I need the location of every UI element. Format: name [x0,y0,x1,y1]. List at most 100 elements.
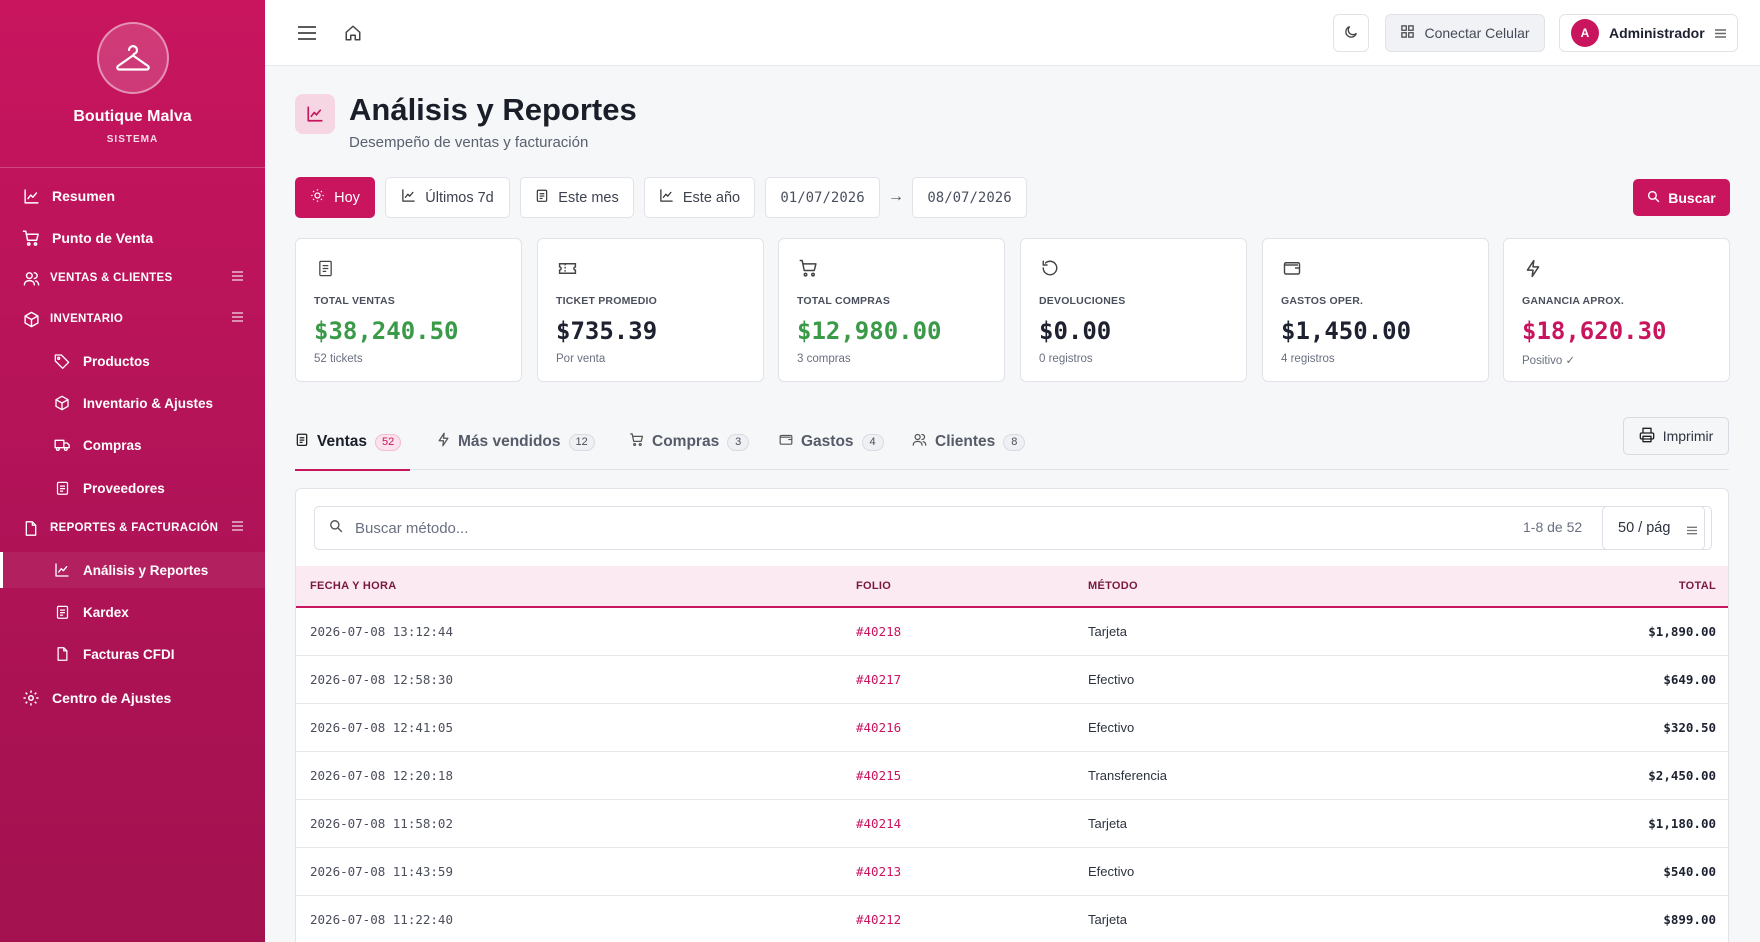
lightning-icon [437,432,450,452]
cell-folio[interactable]: #40214 [856,816,902,831]
sidebar-item-inventario-ajustes[interactable]: Inventario & Ajustes [0,385,265,421]
wallet-icon [779,433,793,451]
tab-label: Compras [652,433,720,450]
qr-grid-icon [1400,24,1415,42]
table-row[interactable]: 2026-07-08 12:41:05 #40216 Efectivo $320… [296,704,1728,752]
clipboard-icon [535,188,549,207]
tab-gastos[interactable]: Gastos 4 [779,414,884,470]
search-button[interactable]: Buscar [1633,179,1730,216]
home-icon[interactable] [342,22,364,44]
cell-metodo: Tarjeta [1088,624,1128,639]
search-icon [1647,190,1660,206]
user-menu-button[interactable]: A Administrador [1559,14,1738,52]
sidebar-section-inventario[interactable]: INVENTARIO [0,301,265,337]
table-row[interactable]: 2026-07-08 11:22:40 #40212 Tarjeta $899.… [296,896,1728,942]
table-row[interactable]: 2026-07-08 13:12:44 #40218 Tarjeta $1,89… [296,608,1728,656]
table-row[interactable]: 2026-07-08 12:58:30 #40217 Efectivo $649… [296,656,1728,704]
gear-icon [22,689,40,707]
sidebar-item-ajustes[interactable]: Centro de Ajustes [0,680,265,716]
sidebar-item-pos[interactable]: Punto de Venta [0,220,265,256]
users-icon [912,432,927,452]
column-header-total[interactable]: TOTAL [1678,580,1716,592]
sidebar-item-facturas[interactable]: Facturas CFDI [0,636,265,672]
cell-total: $2,450.00 [1648,768,1716,783]
cell-folio[interactable]: #40212 [856,912,902,927]
method-search[interactable] [314,506,1705,550]
cell-folio[interactable]: #40216 [856,720,902,735]
hamburger-menu-icon[interactable] [296,22,318,44]
cell-metodo: Tarjeta [1088,912,1128,927]
sidebar-item-label: Kardex [83,604,129,620]
column-header-metodo[interactable]: MÉTODO [1088,580,1138,592]
search-button-label: Buscar [1668,189,1716,206]
cell-total: $1,180.00 [1648,816,1716,831]
chart-line-icon [659,188,674,207]
kpi-note: 52 tickets [314,353,363,365]
cell-fecha: 2026-07-08 12:41:05 [310,720,453,735]
tab-clientes[interactable]: Clientes 8 [912,414,1026,470]
filter-year-button[interactable]: Este año [644,177,755,218]
sidebar-item-analisis[interactable]: Análisis y Reportes [0,552,265,588]
column-header-fecha[interactable]: FECHA Y HORA [310,580,397,592]
cart-icon [22,229,40,247]
date-to-input[interactable]: 08/07/2026 [912,177,1027,218]
moon-icon [1343,24,1359,43]
table-row[interactable]: 2026-07-08 11:43:59 #40213 Efectivo $540… [296,848,1728,896]
brand-subtitle: SISTEMA [106,134,159,145]
menu-icon [232,312,243,325]
filter-month-button[interactable]: Este mes [520,177,634,218]
tag-icon [53,352,71,370]
print-button[interactable]: Imprimir [1623,417,1729,455]
kpi-label: GANANCIA APROX. [1522,295,1624,307]
kpi-value: $0.00 [1039,317,1112,345]
sales-table-panel: 1-8 de 52 50 / pág FECHA Y HORA FOLIO MÉ… [295,488,1729,942]
sidebar-item-label: Resumen [52,188,116,204]
date-from-input[interactable]: 01/07/2026 [765,177,880,218]
wallet-icon [1281,257,1303,279]
sidebar-item-label: Inventario & Ajustes [83,395,214,411]
column-header-folio[interactable]: FOLIO [856,580,892,592]
pagination-range: 1-8 de 52 [1523,519,1583,535]
sidebar: Boutique Malva SISTEMA Resumen Punto de … [0,0,265,942]
sidebar-item-proveedores[interactable]: Proveedores [0,470,265,506]
tab-count-badge: 12 [568,433,595,451]
chart-line-icon [401,188,416,207]
menu-icon [232,271,243,284]
date-range-arrow: → [888,188,904,205]
receipt-icon [314,257,336,279]
cell-folio[interactable]: #40217 [856,672,902,687]
sidebar-section-reportes[interactable]: REPORTES & FACTURACIÓN [0,510,265,546]
dark-mode-button[interactable] [1333,14,1369,52]
per-page-select[interactable]: 50 / pág [1602,506,1712,550]
per-page-value: 50 / pág [1618,520,1671,536]
method-search-input[interactable] [355,519,1455,537]
sidebar-item-compras[interactable]: Compras [0,427,265,463]
filter-today-button[interactable]: Hoy [295,177,375,218]
tab-compras[interactable]: Compras 3 [629,414,750,470]
sidebar-section-ventas-clientes[interactable]: VENTAS & CLIENTES [0,260,265,296]
tab-ventas[interactable]: Ventas 52 [295,414,410,471]
cell-folio[interactable]: #40215 [856,768,902,783]
cell-folio[interactable]: #40218 [856,624,902,639]
table-row[interactable]: 2026-07-08 12:20:18 #40215 Transferencia… [296,752,1728,800]
tab-mas-vendidos[interactable]: Más vendidos 12 [437,414,595,470]
filter-today-label: Hoy [334,189,360,206]
box-icon [53,394,71,412]
kpi-value: $735.39 [556,317,658,345]
filter-last7-button[interactable]: Últimos 7d [385,177,510,218]
menu-icon [1687,523,1697,539]
sidebar-item-productos[interactable]: Productos [0,343,265,379]
truck-icon [53,436,71,454]
table-row[interactable]: 2026-07-08 11:58:02 #40214 Tarjeta $1,18… [296,800,1728,848]
cart-icon [629,432,644,452]
printer-icon [1639,427,1655,446]
cell-folio[interactable]: #40213 [856,864,902,879]
page-title: Análisis y Reportes [349,92,637,127]
lightning-icon [1522,257,1544,279]
connect-phone-button[interactable]: Conectar Celular [1385,14,1545,52]
tab-count-badge: 4 [861,433,884,451]
sidebar-item-kardex[interactable]: Kardex [0,594,265,630]
sidebar-item-resumen[interactable]: Resumen [0,178,265,214]
sidebar-item-label: Proveedores [83,480,165,496]
connect-phone-label: Conectar Celular [1424,25,1530,41]
